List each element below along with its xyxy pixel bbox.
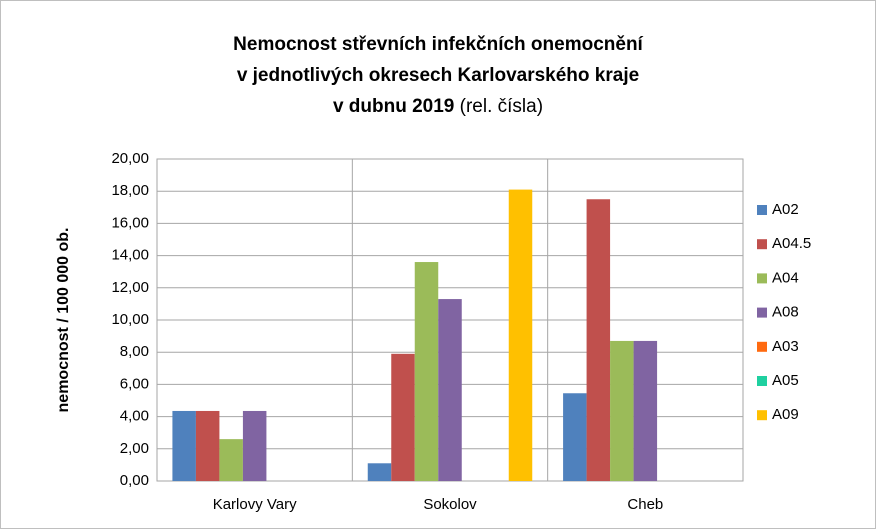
y-tick-label: 12,00 bbox=[111, 279, 149, 296]
legend-swatch bbox=[757, 341, 767, 352]
bar bbox=[367, 463, 392, 481]
bar bbox=[414, 262, 439, 481]
bar bbox=[610, 340, 634, 481]
bar bbox=[586, 199, 611, 481]
legend-label: A08 bbox=[772, 304, 799, 321]
chart-title: v dubnu 2019 bbox=[333, 96, 454, 117]
y-tick-label: 16,00 bbox=[111, 214, 149, 231]
chart-title: v jednotlivých okresech Karlovarského kr… bbox=[237, 65, 639, 86]
legend-swatch bbox=[757, 376, 767, 386]
legend-label: A04 bbox=[772, 269, 799, 286]
x-tick-label: Cheb bbox=[627, 496, 663, 513]
y-tick-label: 2,00 bbox=[120, 440, 149, 457]
legend-label: A03 bbox=[772, 338, 799, 355]
legend-swatch bbox=[757, 307, 767, 318]
bar bbox=[508, 189, 533, 481]
legend-swatch bbox=[757, 205, 767, 215]
legend-label: A05 bbox=[772, 372, 799, 389]
y-tick-label: 0,00 bbox=[120, 472, 149, 489]
bar bbox=[172, 410, 196, 481]
bar bbox=[391, 353, 415, 481]
y-tick-label: 14,00 bbox=[111, 247, 149, 264]
y-tick-label: 6,00 bbox=[120, 375, 149, 392]
y-tick-label: 18,00 bbox=[111, 182, 149, 199]
y-tick-label: 10,00 bbox=[111, 311, 149, 328]
y-tick-label: 20,00 bbox=[111, 150, 149, 167]
legend-label: A04.5 bbox=[772, 235, 811, 252]
chart-subtitle: (rel. čísla) bbox=[460, 96, 543, 117]
chart-title: Nemocnost střevních infekčních onemocněn… bbox=[233, 34, 643, 55]
y-tick-label: 8,00 bbox=[120, 343, 149, 360]
y-axis-label: nemocnost / 100 000 ob. bbox=[55, 228, 72, 413]
bar bbox=[563, 393, 587, 481]
x-tick-label: Sokolov bbox=[423, 496, 477, 513]
legend-swatch bbox=[757, 410, 767, 421]
chart-title: v dubnu 2019 (rel. čísla) bbox=[333, 96, 543, 117]
legend-swatch bbox=[757, 273, 767, 284]
legend-swatch bbox=[757, 239, 767, 250]
x-tick-label: Karlovy Vary bbox=[213, 496, 297, 513]
bar bbox=[219, 439, 243, 481]
legend-label: A09 bbox=[772, 406, 799, 423]
bar bbox=[633, 340, 658, 481]
bar bbox=[195, 410, 220, 481]
legend-label: A02 bbox=[772, 201, 799, 218]
y-tick-label: 4,00 bbox=[120, 408, 149, 425]
bar bbox=[438, 299, 462, 481]
bar bbox=[242, 410, 267, 481]
